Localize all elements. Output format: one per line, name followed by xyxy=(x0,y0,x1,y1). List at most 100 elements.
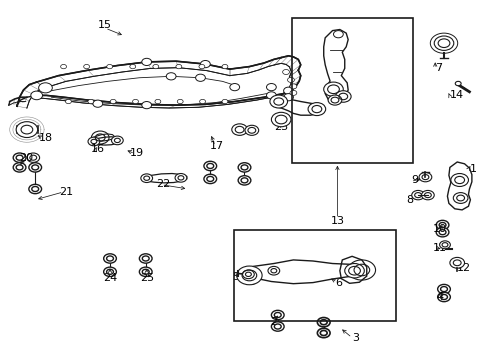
Circle shape xyxy=(142,58,151,66)
Circle shape xyxy=(454,81,460,86)
Circle shape xyxy=(153,64,159,69)
Circle shape xyxy=(282,69,289,75)
Circle shape xyxy=(266,92,276,99)
Text: 21: 21 xyxy=(59,186,73,197)
Circle shape xyxy=(238,163,250,172)
Text: 12: 12 xyxy=(456,263,470,273)
Text: 4: 4 xyxy=(436,292,443,302)
Circle shape xyxy=(203,161,216,171)
Circle shape xyxy=(65,99,71,104)
Circle shape xyxy=(437,284,449,294)
Text: 23: 23 xyxy=(273,122,287,132)
Circle shape xyxy=(317,328,329,338)
Text: 15: 15 xyxy=(98,20,112,30)
Circle shape xyxy=(222,99,227,104)
Circle shape xyxy=(27,153,40,162)
Circle shape xyxy=(238,176,250,185)
Circle shape xyxy=(449,257,464,268)
Circle shape xyxy=(437,292,449,302)
Circle shape xyxy=(222,64,227,69)
Circle shape xyxy=(177,99,183,104)
Circle shape xyxy=(327,95,341,105)
Text: 25: 25 xyxy=(140,273,153,283)
Circle shape xyxy=(88,99,94,104)
Circle shape xyxy=(199,99,205,104)
Bar xyxy=(233,230,395,321)
Circle shape xyxy=(452,193,467,203)
Circle shape xyxy=(236,266,262,285)
Circle shape xyxy=(439,241,449,249)
Circle shape xyxy=(283,87,293,94)
Circle shape xyxy=(129,64,135,69)
Circle shape xyxy=(344,264,364,278)
Circle shape xyxy=(166,73,176,80)
Text: 16: 16 xyxy=(90,144,104,154)
Circle shape xyxy=(242,270,254,279)
Text: 10: 10 xyxy=(432,224,446,234)
Circle shape xyxy=(103,254,116,263)
Circle shape xyxy=(435,220,448,230)
Circle shape xyxy=(139,267,152,276)
Circle shape xyxy=(271,322,284,331)
Circle shape xyxy=(110,99,116,104)
Circle shape xyxy=(229,84,239,91)
Circle shape xyxy=(271,112,290,127)
Circle shape xyxy=(61,64,66,69)
Circle shape xyxy=(142,102,151,109)
Circle shape xyxy=(139,254,152,263)
Circle shape xyxy=(203,174,216,184)
Circle shape xyxy=(335,91,350,102)
Circle shape xyxy=(29,184,41,194)
Circle shape xyxy=(433,36,453,50)
Circle shape xyxy=(175,174,186,182)
Circle shape xyxy=(176,64,182,69)
Circle shape xyxy=(39,83,52,93)
Circle shape xyxy=(13,153,26,162)
Text: 8: 8 xyxy=(405,195,412,205)
Circle shape xyxy=(266,84,276,91)
Circle shape xyxy=(29,163,41,172)
Circle shape xyxy=(307,103,325,116)
Circle shape xyxy=(31,91,42,100)
Text: 18: 18 xyxy=(39,132,53,143)
Text: 24: 24 xyxy=(102,273,117,283)
Text: 1: 1 xyxy=(468,164,475,174)
Circle shape xyxy=(231,124,247,135)
Circle shape xyxy=(244,125,258,135)
Text: 6: 6 xyxy=(334,278,341,288)
Circle shape xyxy=(289,90,296,95)
Text: 20: 20 xyxy=(20,153,34,163)
Text: 7: 7 xyxy=(434,63,442,73)
Circle shape xyxy=(418,172,431,182)
Circle shape xyxy=(106,64,112,69)
Circle shape xyxy=(91,131,109,144)
Circle shape xyxy=(317,318,329,327)
Circle shape xyxy=(155,99,161,104)
Circle shape xyxy=(347,260,375,280)
Circle shape xyxy=(289,84,296,89)
Circle shape xyxy=(333,31,343,38)
Circle shape xyxy=(88,137,100,146)
Circle shape xyxy=(421,190,433,200)
Circle shape xyxy=(199,64,204,69)
Circle shape xyxy=(200,60,210,68)
Text: 3: 3 xyxy=(351,333,358,343)
Circle shape xyxy=(83,64,89,69)
Circle shape xyxy=(111,136,123,145)
Circle shape xyxy=(93,100,102,107)
Circle shape xyxy=(269,95,287,108)
Circle shape xyxy=(287,77,294,82)
Circle shape xyxy=(132,99,138,104)
Text: 19: 19 xyxy=(129,148,143,158)
Circle shape xyxy=(13,163,26,172)
Circle shape xyxy=(267,266,279,275)
Text: 9: 9 xyxy=(410,175,417,185)
Circle shape xyxy=(141,174,152,183)
Bar xyxy=(292,18,412,163)
Text: 14: 14 xyxy=(449,90,463,100)
Circle shape xyxy=(435,228,448,237)
Circle shape xyxy=(323,82,343,96)
Circle shape xyxy=(16,122,38,138)
Circle shape xyxy=(283,94,293,101)
Circle shape xyxy=(450,174,468,186)
